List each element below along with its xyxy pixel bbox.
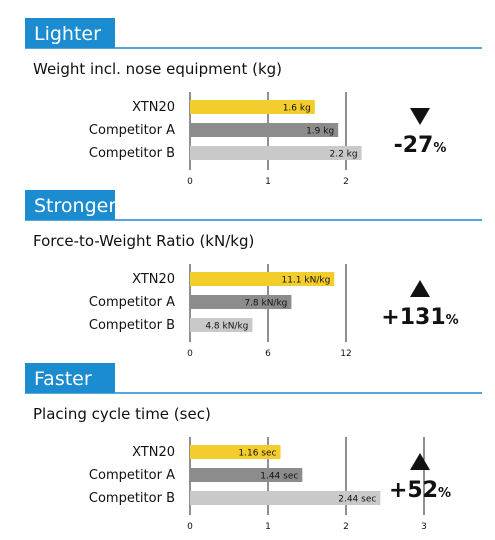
bar	[190, 491, 381, 505]
bar	[190, 146, 362, 160]
bar	[190, 100, 315, 114]
category-label: Competitor B	[89, 318, 175, 333]
bar	[190, 318, 253, 332]
x-tick-label: 0	[187, 177, 193, 187]
value-label: 2.2 kg	[329, 150, 357, 160]
bar	[190, 468, 303, 482]
change-unit: %	[438, 486, 451, 501]
header-band	[25, 18, 115, 48]
value-label: 1.6 kg	[283, 104, 311, 114]
category-label: Competitor B	[89, 146, 175, 161]
change-number: +131	[381, 305, 445, 330]
change-unit: %	[446, 313, 459, 328]
panel-subtitle: Force-to-Weight Ratio (kN/kg)	[33, 232, 254, 250]
category-label: Competitor B	[89, 491, 175, 506]
value-label: 1.16 sec	[238, 449, 276, 459]
x-tick-label: 2	[343, 177, 349, 187]
change-arrow	[410, 280, 430, 297]
category-label: Competitor A	[89, 123, 175, 138]
x-tick-label: 1	[265, 177, 271, 187]
x-tick-label: 1	[265, 522, 271, 532]
category-label: XTN20	[132, 445, 175, 460]
x-tick-label: 2	[343, 522, 349, 532]
panel-subtitle: Placing cycle time (sec)	[33, 405, 211, 423]
change-value: +52%	[389, 478, 451, 503]
x-tick-label: 6	[265, 349, 271, 359]
panel-subtitle: Weight incl. nose equipment (kg)	[33, 60, 282, 78]
value-label: 1.44 sec	[260, 472, 298, 482]
header-band	[25, 363, 115, 393]
category-label: Competitor A	[89, 468, 175, 483]
category-label: XTN20	[132, 272, 175, 287]
panel-title: Faster	[34, 368, 92, 390]
panel-title: Stronger	[34, 195, 116, 217]
bar	[190, 123, 339, 137]
value-label: 11.1 kN/kg	[281, 276, 330, 286]
category-label: XTN20	[132, 100, 175, 115]
bar	[190, 445, 281, 459]
value-label: 7.8 kN/kg	[244, 299, 287, 309]
x-tick-label: 3	[421, 522, 427, 532]
change-number: -27	[394, 133, 434, 158]
value-label: 1.9 kg	[306, 127, 334, 137]
x-tick-label: 12	[340, 349, 351, 359]
category-label: Competitor A	[89, 295, 175, 310]
value-label: 4.8 kN/kg	[205, 322, 248, 332]
bar	[190, 295, 292, 309]
change-unit: %	[433, 141, 446, 156]
panel-title: Lighter	[34, 23, 101, 45]
change-arrow	[410, 108, 430, 125]
value-label: 2.44 sec	[338, 495, 376, 505]
change-arrow	[410, 453, 430, 470]
x-tick-label: 0	[187, 349, 193, 359]
change-value: -27%	[394, 133, 447, 158]
x-tick-label: 0	[187, 522, 193, 532]
header-band	[25, 190, 115, 220]
change-number: +52	[389, 478, 438, 503]
bar	[190, 272, 335, 286]
change-value: +131%	[381, 305, 458, 330]
